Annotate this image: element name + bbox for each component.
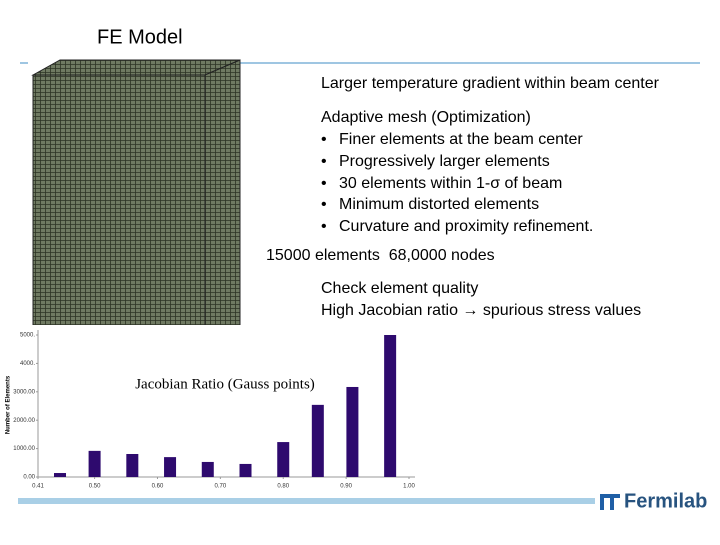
mesh-model — [31, 59, 241, 356]
bullet-text: Minimum distorted elements — [339, 196, 539, 213]
bullet-text: Progressively larger elements — [339, 153, 550, 170]
bullet-text: 30 elements within 1-σ of beam — [339, 175, 562, 192]
x-tick-label: 0.60 — [152, 484, 164, 490]
quality-text: High Jacobian ratio → spurious stress va… — [321, 302, 641, 319]
bar — [201, 461, 214, 477]
bullet: • — [321, 196, 327, 213]
bar — [346, 386, 359, 477]
y-axis-label: Number of Elements — [6, 375, 12, 434]
y-tick-label: 3000.00 — [13, 389, 35, 395]
x-tick-label: 0.70 — [215, 484, 227, 490]
bar — [164, 457, 177, 477]
chart-title: Jacobian Ratio (Gauss points) — [135, 376, 315, 392]
bullet: • — [321, 153, 327, 170]
bar — [88, 450, 101, 477]
bullet: • — [321, 218, 327, 235]
logo-text: Fermilab — [624, 490, 707, 512]
bar — [54, 473, 67, 477]
logo-mark — [600, 494, 620, 510]
bullet: • — [321, 175, 327, 192]
x-tick-label: 0.90 — [340, 484, 352, 490]
bar — [126, 453, 139, 477]
slide-title: FE Model — [97, 26, 183, 48]
x-tick-label: 0.41 — [32, 484, 44, 490]
heading: Adaptive mesh (Optimization) — [321, 109, 531, 126]
y-tick-label: 4000. — [20, 361, 35, 367]
y-tick-label: 1000.00 — [13, 446, 35, 452]
bullet-text: Curvature and proximity refinement. — [339, 218, 593, 235]
footer-bar — [18, 498, 595, 504]
y-tick-label: 0.00 — [23, 475, 35, 481]
y-tick-label: 5000. — [20, 333, 35, 339]
bullet-list: • Finer elements at the beam center • Pr… — [321, 131, 593, 235]
mesh-size: 15000 elements 68,0000 nodes — [266, 247, 495, 264]
logo: Fermilab — [600, 490, 707, 512]
quality-text: Check element quality — [321, 280, 478, 297]
x-tick-label: 0.50 — [89, 484, 101, 490]
bullet-text: Finer elements at the beam center — [339, 131, 583, 148]
bar — [239, 463, 252, 477]
histogram: Number of Elements Jacobian Ratio (Gauss… — [0, 325, 420, 493]
bar — [277, 442, 290, 477]
x-tick-label: 0.80 — [277, 484, 289, 490]
y-tick-label: 2000.00 — [13, 418, 35, 424]
note: Larger temperature gradient within beam … — [321, 75, 660, 92]
bar — [384, 335, 397, 477]
bullet: • — [321, 131, 327, 148]
bar — [311, 404, 324, 477]
x-tick-label: 1.00 — [403, 484, 415, 490]
